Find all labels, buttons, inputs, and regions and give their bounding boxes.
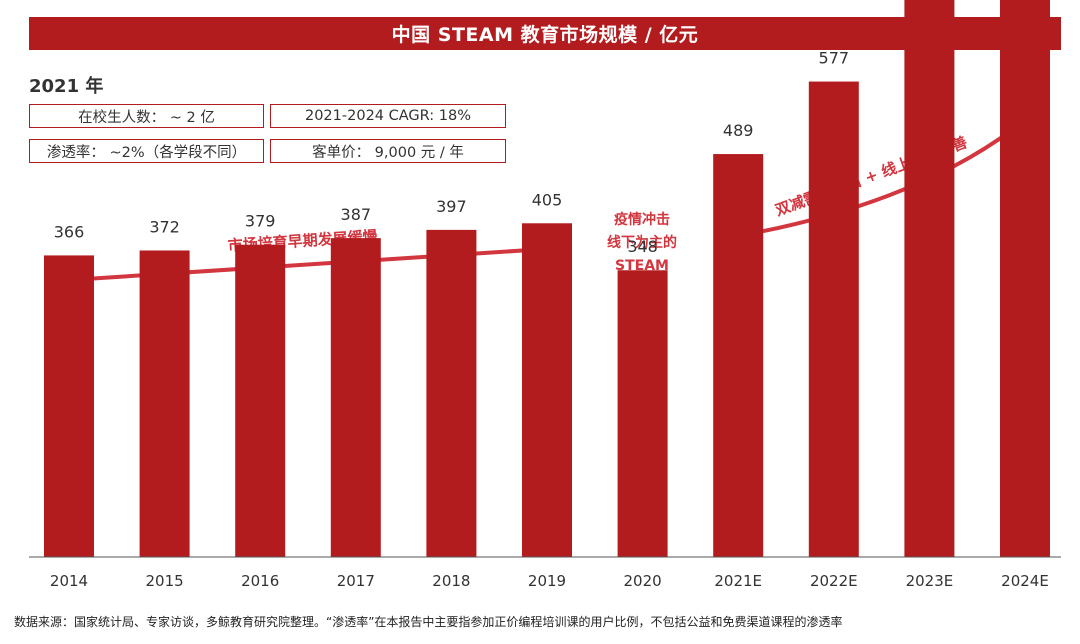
- x-tick-2021E: 2021E: [714, 572, 762, 590]
- x-tick-2017: 2017: [337, 572, 375, 590]
- bar-2015: [139, 250, 190, 558]
- bars-group: 366 2014 372 2015 379 2016 387 2017 397 2018 405 20…: [44, 0, 1050, 590]
- x-tick-2014: 2014: [50, 572, 88, 590]
- bar-2020: [617, 270, 668, 557]
- bar-2021E: [713, 154, 764, 557]
- chart-title: 中国 STEAM 教育市场规模 / 亿元: [29, 17, 1061, 50]
- x-tick-2018: 2018: [432, 572, 470, 590]
- data-label-2021E: 489: [723, 121, 754, 140]
- stat-students: 在校生人数： ~ 2 亿: [29, 104, 264, 128]
- data-label-2020: 348: [627, 237, 658, 256]
- x-tick-2023E: 2023E: [906, 572, 954, 590]
- stat-penetration: 渗透率： ~2%（各学段不同）: [29, 139, 264, 163]
- data-label-2014: 366: [54, 222, 85, 241]
- data-label-2022E: 577: [819, 49, 850, 68]
- footnote: 数据来源：国家统计局、专家访谈，多鲸教育研究院整理。“渗透率”在本报告中主要指参…: [14, 615, 843, 629]
- annotation-covid-line1: 疫情冲击: [614, 211, 670, 228]
- bar-2016: [235, 244, 286, 558]
- annotation-covid-line2: 线下为主的: [607, 234, 677, 251]
- annotation-covid-line3: STEAM: [615, 258, 669, 274]
- bar-2024E: [1000, 0, 1050, 557]
- x-tick-2022E: 2022E: [810, 572, 858, 590]
- bar-2017: [330, 238, 381, 557]
- data-label-2015: 372: [149, 217, 180, 236]
- x-tick-2024E: 2024E: [1001, 572, 1049, 590]
- stat-price: 客单价： 9,000 元 / 年: [270, 139, 506, 163]
- data-label-2018: 397: [436, 197, 467, 216]
- stat-cagr: 2021-2024 CAGR: 18%: [270, 104, 506, 128]
- data-label-2016: 379: [245, 212, 276, 231]
- bar-2014: [44, 255, 94, 557]
- year-label: 2021 年: [29, 76, 104, 97]
- data-label-2017: 387: [341, 205, 372, 224]
- bar-2022E: [808, 81, 859, 557]
- x-tick-2015: 2015: [146, 572, 184, 590]
- bar-2019: [522, 223, 572, 557]
- x-tick-2020: 2020: [624, 572, 662, 590]
- annotation-covid-text: 疫情冲击 线下为主的 STEAM: [607, 211, 677, 274]
- bar-2018: [426, 229, 477, 557]
- data-label-2019: 405: [532, 190, 563, 209]
- x-tick-2019: 2019: [528, 572, 566, 590]
- x-tick-2016: 2016: [241, 572, 279, 590]
- bar-2023E: [904, 0, 955, 557]
